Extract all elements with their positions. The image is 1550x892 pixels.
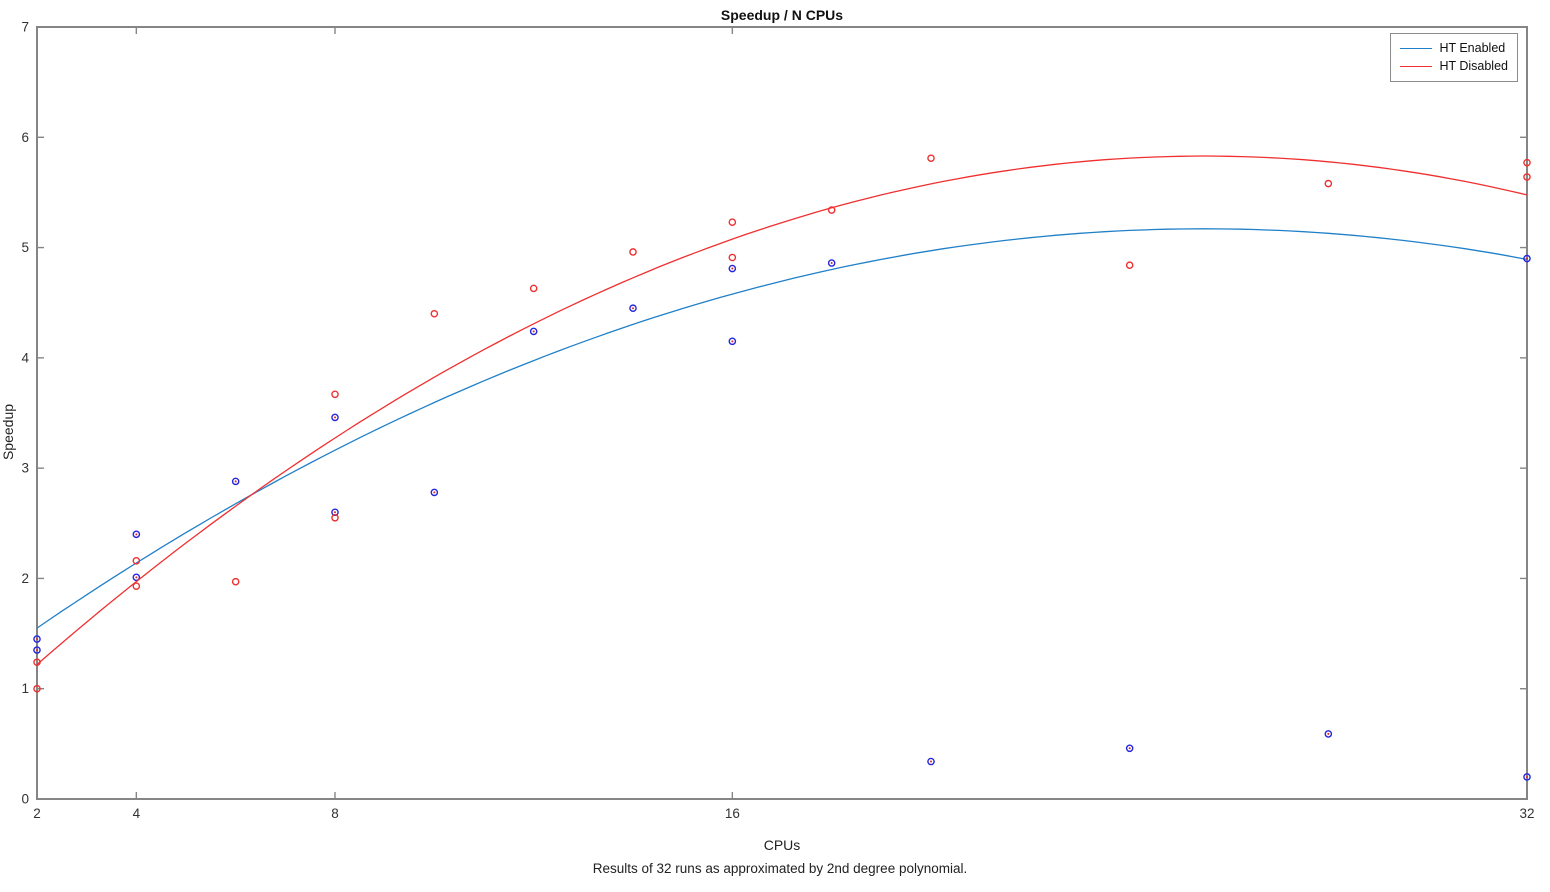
y-tick-label: 1	[21, 681, 29, 696]
scatter-point-ht-enabled	[827, 259, 836, 267]
scatter-point-center	[731, 267, 734, 270]
x-tick-label: 4	[133, 806, 141, 821]
figure-caption: Results of 32 runs as approximated by 2n…	[592, 861, 968, 876]
y-tick-label: 3	[21, 461, 29, 476]
scatter-point-center	[1526, 257, 1528, 260]
y-tick-label: 0	[21, 792, 29, 807]
scatter-point-ht-enabled	[927, 757, 935, 766]
chart-title: Speedup / N CPUs	[720, 7, 844, 23]
legend-item-ht-enabled: HT Enabled	[1400, 39, 1508, 57]
scatter-point-ht-enabled	[1523, 254, 1531, 263]
scatter-point-center	[532, 330, 535, 333]
scatter-point-ht-disabled	[728, 218, 737, 227]
scatter-point-ht-disabled	[231, 577, 240, 586]
scatter-point-center	[135, 533, 138, 536]
scatter-point-ht-enabled	[529, 327, 538, 336]
scatter-point-ht-enabled	[728, 264, 737, 273]
scatter-point-center	[1526, 775, 1528, 778]
scatter-point-center	[731, 340, 734, 343]
x-tick-label: 32	[1519, 806, 1534, 821]
scatter-point-ht-disabled	[1523, 173, 1531, 181]
scatter-point-center	[334, 511, 336, 514]
scatter-point-ht-disabled	[132, 582, 141, 590]
scatter-point-ht-enabled	[1125, 744, 1134, 753]
scatter-point-ht-disabled	[33, 684, 41, 693]
scatter-point-ht-disabled	[629, 248, 637, 256]
scatter-point-center	[433, 491, 436, 494]
scatter-point-center	[930, 760, 932, 763]
scatter-point-ht-enabled	[331, 413, 339, 422]
scatter-point-ht-disabled	[529, 284, 538, 293]
scatter-point-center	[632, 307, 634, 310]
x-tick-label: 2	[33, 806, 41, 821]
scatter-point-ht-enabled	[231, 477, 240, 486]
y-tick-label: 5	[21, 240, 29, 255]
legend-item-ht-disabled: HT Disabled	[1400, 57, 1508, 75]
y-tick-label: 6	[21, 130, 29, 145]
scatter-point-ht-disabled	[430, 309, 439, 318]
scatter-point-center	[36, 649, 38, 652]
scatter-point-ht-enabled	[1523, 773, 1531, 781]
scatter-point-ht-disabled	[331, 513, 339, 522]
scatter-point-ht-disabled	[1523, 158, 1531, 167]
scatter-point-ht-disabled	[728, 253, 737, 262]
scatter-point-ht-disabled	[33, 658, 41, 667]
x-axis-label: CPUs	[763, 837, 801, 853]
y-tick-label: 4	[21, 350, 29, 365]
legend-box: HT Enabled HT Disabled	[1390, 33, 1518, 82]
plot-frame	[36, 26, 1528, 800]
scatter-point-center	[36, 638, 38, 641]
fit-curve-ht-enabled	[36, 228, 1528, 629]
fit-curve-ht-disabled	[36, 155, 1528, 665]
scatter-point-center	[234, 480, 237, 483]
scatter-point-ht-enabled	[33, 635, 41, 643]
legend-line-swatch	[1400, 47, 1433, 49]
scatter-point-ht-enabled	[1324, 730, 1333, 738]
scatter-point-center	[1327, 732, 1330, 735]
legend-label: HT Enabled	[1439, 41, 1506, 55]
scatter-point-ht-disabled	[132, 556, 141, 565]
scatter-point-ht-enabled	[728, 337, 737, 346]
scatter-point-center	[334, 416, 336, 419]
scatter-point-center	[135, 576, 138, 579]
legend-label: HT Disabled	[1439, 59, 1508, 73]
scatter-point-ht-enabled	[132, 530, 141, 539]
legend-line-swatch	[1400, 65, 1433, 67]
scatter-point-ht-enabled	[132, 573, 141, 582]
scatter-point-ht-disabled	[827, 206, 836, 214]
scatter-point-ht-disabled	[331, 390, 339, 399]
y-tick-label: 7	[21, 20, 29, 35]
x-tick-label: 16	[725, 806, 740, 821]
scatter-point-ht-disabled	[927, 154, 935, 163]
scatter-point-center	[830, 262, 833, 265]
scatter-point-ht-enabled	[430, 488, 439, 497]
y-tick-label: 2	[21, 571, 29, 586]
scatter-point-ht-enabled	[629, 304, 637, 313]
scatter-point-ht-disabled	[1324, 179, 1333, 188]
scatter-point-ht-disabled	[1125, 261, 1134, 270]
x-tick-label: 8	[331, 806, 339, 821]
scatter-point-ht-enabled	[33, 646, 41, 654]
scatter-point-center	[1128, 747, 1131, 750]
